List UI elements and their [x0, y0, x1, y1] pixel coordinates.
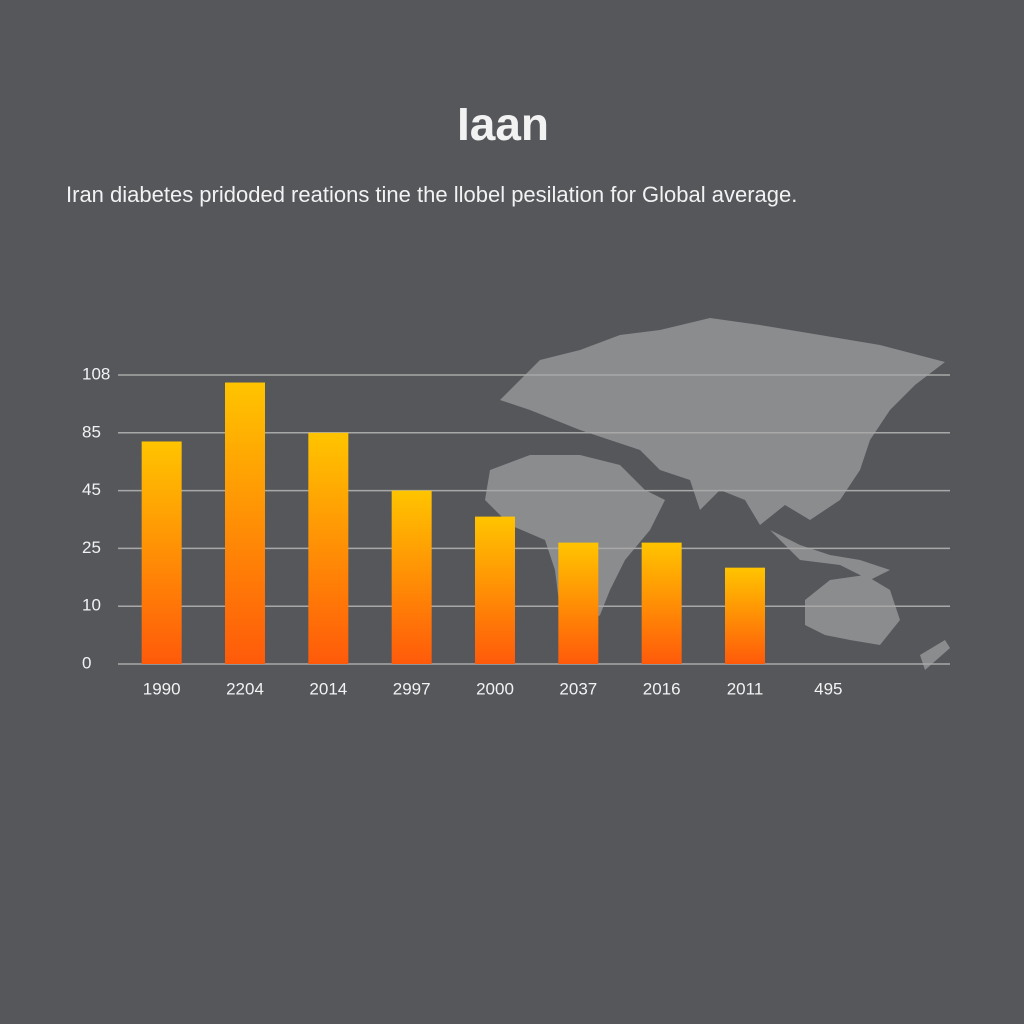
bar	[725, 567, 765, 664]
bar	[558, 542, 599, 664]
bar	[641, 542, 682, 664]
x-tick-label: 2014	[309, 679, 347, 698]
chart-subtitle: Iran diabetes pridoded reations tine the…	[66, 182, 797, 207]
y-tick-label: 10	[82, 596, 101, 615]
bar	[475, 516, 515, 664]
y-tick-label: 25	[82, 538, 101, 557]
x-tick-label: 495	[814, 679, 842, 698]
bar	[141, 441, 182, 664]
x-tick-label: 2204	[226, 679, 264, 698]
x-tick-label: 1990	[143, 679, 181, 698]
x-tick-label: 2016	[643, 679, 681, 698]
y-tick-label: 108	[82, 364, 110, 383]
y-tick-label: 0	[82, 653, 91, 672]
x-tick-label: 2011	[727, 679, 764, 698]
x-tick-label: 2037	[559, 679, 597, 698]
chart-title: Iaan	[457, 98, 549, 150]
bar	[225, 382, 265, 664]
bar	[391, 490, 432, 664]
bar	[308, 432, 349, 664]
world-map	[485, 318, 950, 670]
y-tick-label: 85	[82, 422, 101, 441]
y-tick-label: 45	[82, 480, 101, 499]
x-tick-label: 2997	[393, 679, 431, 698]
x-tick-label: 2000	[476, 679, 514, 698]
